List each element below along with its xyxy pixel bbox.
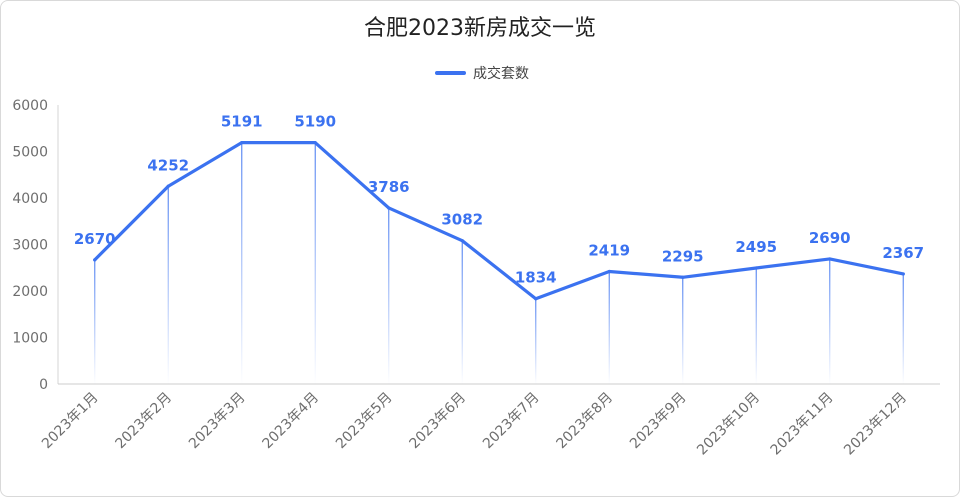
series-line bbox=[93, 141, 905, 301]
x-tick-label: 2023年2月 bbox=[112, 390, 175, 453]
drop-line bbox=[608, 271, 610, 384]
drop-line bbox=[755, 267, 757, 384]
drop-line bbox=[388, 207, 390, 384]
data-point[interactable] bbox=[93, 258, 97, 262]
drop-line bbox=[829, 258, 831, 384]
data-point[interactable] bbox=[607, 269, 611, 274]
chart-title: 合肥2023新房成交一览 bbox=[364, 16, 596, 41]
drop-line bbox=[94, 259, 96, 384]
x-tick-label: 2023年1月 bbox=[39, 390, 102, 453]
data-point[interactable] bbox=[901, 272, 905, 276]
series-group bbox=[93, 141, 905, 301]
drop-lines bbox=[94, 142, 904, 384]
data-label: 2419 bbox=[588, 242, 630, 260]
data-point[interactable] bbox=[387, 206, 391, 210]
y-tick-label: 0 bbox=[39, 377, 48, 393]
x-tick-label: 2023年11月 bbox=[768, 390, 837, 459]
y-tick-label: 6000 bbox=[12, 98, 48, 114]
data-point[interactable] bbox=[534, 297, 538, 301]
data-label: 1834 bbox=[515, 269, 557, 287]
data-point[interactable] bbox=[460, 239, 464, 243]
legend-label: 成交套数 bbox=[473, 66, 529, 82]
x-tick-label: 2023年7月 bbox=[480, 390, 543, 453]
data-point[interactable] bbox=[828, 257, 832, 261]
x-tick-label: 2023年8月 bbox=[553, 390, 616, 453]
drop-line bbox=[682, 277, 684, 384]
x-tick-label: 2023年3月 bbox=[186, 390, 249, 453]
x-tick-label: 2023年5月 bbox=[333, 390, 396, 453]
data-label: 2367 bbox=[882, 244, 924, 262]
data-label: 2495 bbox=[735, 238, 777, 256]
data-label: 5190 bbox=[294, 113, 336, 131]
drop-line bbox=[535, 298, 537, 384]
data-point[interactable] bbox=[681, 275, 685, 279]
data-label: 2295 bbox=[662, 247, 704, 265]
data-label: 2690 bbox=[809, 229, 851, 247]
x-tick-label: 2023年4月 bbox=[259, 390, 322, 453]
legend: 成交套数 bbox=[1, 62, 959, 84]
data-label: 4252 bbox=[147, 156, 189, 174]
x-tick-label: 2023年9月 bbox=[627, 390, 690, 453]
x-tick-label: 2023年12月 bbox=[841, 390, 910, 459]
drop-line bbox=[167, 186, 169, 384]
x-tick-label: 2023年10月 bbox=[694, 390, 763, 459]
drop-line bbox=[241, 142, 243, 384]
legend-item-series[interactable]: 成交套数 bbox=[435, 63, 529, 83]
data-labels: 2670 4252 5191 5190 3786 3082 1834 2419 2295 2495… bbox=[74, 113, 924, 287]
legend-line-swatch bbox=[435, 71, 466, 75]
drop-line bbox=[902, 273, 904, 384]
y-tick-label: 4000 bbox=[12, 191, 48, 207]
data-label: 5191 bbox=[221, 113, 263, 131]
data-label: 2670 bbox=[74, 230, 116, 248]
drop-line bbox=[461, 240, 463, 384]
x-tick-label: 2023年6月 bbox=[406, 390, 469, 453]
data-point[interactable] bbox=[754, 266, 758, 270]
y-tick-label: 5000 bbox=[12, 145, 48, 161]
drop-line bbox=[314, 142, 316, 384]
y-tick-label: 3000 bbox=[12, 238, 48, 254]
y-tick-label: 2000 bbox=[12, 284, 48, 300]
data-label: 3786 bbox=[368, 178, 410, 196]
data-point[interactable] bbox=[240, 141, 244, 145]
y-tick-label: 1000 bbox=[12, 331, 48, 347]
data-label: 3082 bbox=[441, 211, 483, 229]
data-point[interactable] bbox=[166, 184, 170, 188]
data-point[interactable] bbox=[313, 141, 317, 145]
